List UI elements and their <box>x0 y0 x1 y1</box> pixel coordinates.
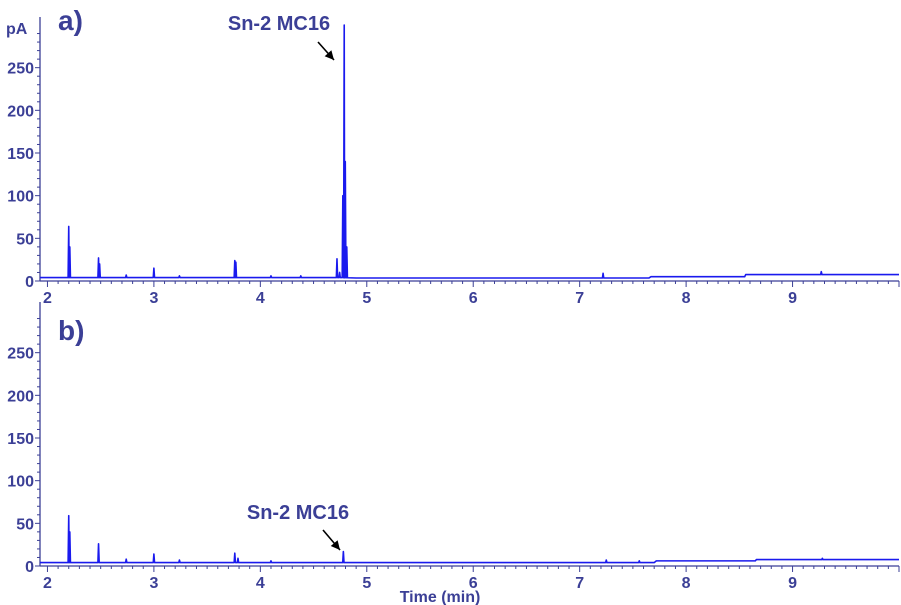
x-tick-label-b: 7 <box>575 575 584 592</box>
peak-annotation-a: Sn-2 MC16 <box>228 13 330 35</box>
x-tick-label-b: 5 <box>362 575 371 592</box>
x-axis-title: Time (min) <box>400 589 481 605</box>
chromatogram-trace-a <box>40 24 899 279</box>
x-tick-label-b: 6 <box>469 575 478 592</box>
x-tick-label-a: 7 <box>575 290 584 307</box>
y-unit-label: pA <box>6 21 28 38</box>
y-tick-label-a: 150 <box>7 146 34 163</box>
y-tick-label-b: 200 <box>7 388 34 405</box>
y-tick-label-b: 50 <box>16 516 34 533</box>
x-tick-label-a: 2 <box>43 290 52 307</box>
x-tick-label-a: 6 <box>469 290 478 307</box>
y-tick-label-a: 100 <box>7 189 34 206</box>
x-tick-label-b: 9 <box>788 575 797 592</box>
x-tick-label-a: 5 <box>362 290 371 307</box>
panel-label-b: b) <box>58 315 84 346</box>
x-tick-label-a: 8 <box>682 290 691 307</box>
y-tick-label-b: 100 <box>7 474 34 491</box>
y-tick-label-a: 0 <box>25 274 34 291</box>
peak-annotation-b: Sn-2 MC16 <box>247 502 349 524</box>
y-tick-label-b: 250 <box>7 346 34 363</box>
panel-label-a: a) <box>58 5 83 36</box>
x-tick-label-b: 8 <box>682 575 691 592</box>
y-tick-label-a: 200 <box>7 103 34 120</box>
y-tick-label-a: 250 <box>7 61 34 78</box>
x-tick-label-b: 2 <box>43 575 52 592</box>
x-tick-label-a: 9 <box>788 290 797 307</box>
x-tick-label-b: 4 <box>256 575 265 592</box>
annotation-arrowhead-a <box>324 50 334 60</box>
y-tick-label-b: 150 <box>7 431 34 448</box>
chromatogram-trace-b <box>40 514 899 564</box>
y-tick-label-a: 50 <box>16 231 34 248</box>
annotation-arrowhead-b <box>330 540 340 550</box>
x-tick-label-a: 3 <box>149 290 158 307</box>
x-tick-label-b: 3 <box>149 575 158 592</box>
y-tick-label-b: 0 <box>25 559 34 576</box>
x-tick-label-a: 4 <box>256 290 265 307</box>
